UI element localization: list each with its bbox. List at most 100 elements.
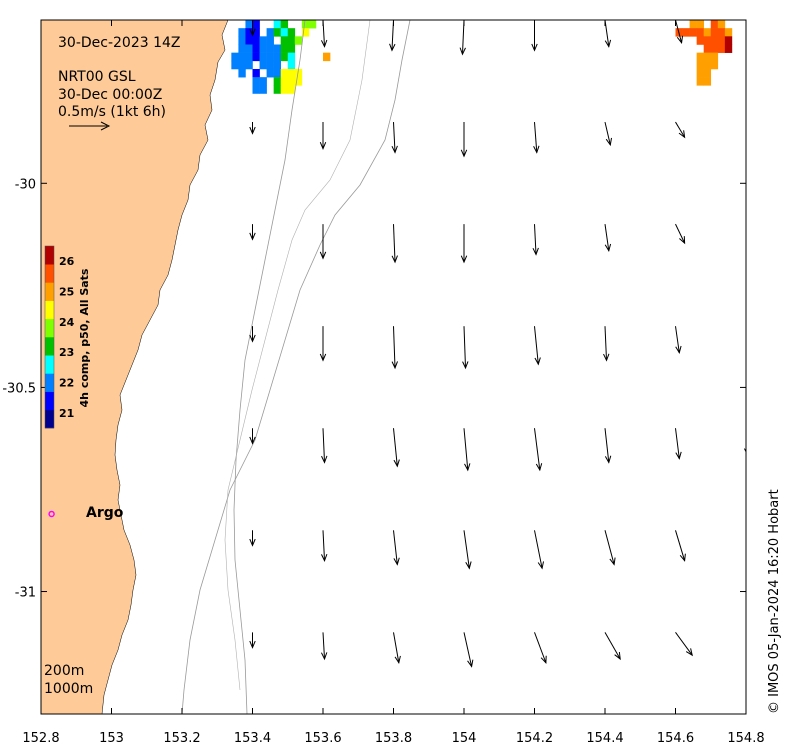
current-arrow <box>745 20 746 22</box>
sst-cell <box>724 28 733 37</box>
current-arrow <box>249 326 256 343</box>
y-tick-label: -31 <box>15 586 36 601</box>
sst-cell <box>252 28 260 37</box>
sst-cell <box>245 28 253 37</box>
colorbar-outline <box>44 245 55 429</box>
sst-cell <box>294 77 303 86</box>
current-vectors <box>249 20 746 668</box>
x-axis: 152.8 153 153.2 153.4 153.6 153.8 154 154.2 154.… <box>22 20 765 746</box>
y-tick-label: -30.5 <box>2 381 36 396</box>
colorbar-segment <box>45 264 54 283</box>
sst-cell <box>710 36 719 45</box>
sst-cell <box>238 68 246 78</box>
sst-cell <box>273 85 281 94</box>
current-arrow <box>675 20 684 45</box>
colorbar-segment <box>45 282 54 301</box>
sst-cell <box>266 68 274 78</box>
current-arrow <box>604 121 613 147</box>
current-arrow <box>675 223 686 245</box>
sst-cell <box>696 36 704 45</box>
current-arrow <box>745 632 746 634</box>
current-arrow <box>391 224 398 264</box>
current-arrow <box>534 428 543 472</box>
colorbar-tick-label: 22 <box>59 377 74 390</box>
colorbar-tick-label: 23 <box>59 346 74 359</box>
x-tick-label: 152.8 <box>22 731 59 746</box>
current-arrow <box>249 122 256 135</box>
current-arrow <box>743 428 746 453</box>
current-arrow <box>532 224 539 256</box>
current-arrow <box>745 224 746 225</box>
sst-cell <box>259 52 267 62</box>
colorbar-segment <box>45 391 54 411</box>
sst-cell <box>703 68 712 78</box>
sst-cell <box>280 44 289 53</box>
scale-arrow <box>69 121 111 131</box>
contour-label-1000m: 1000m <box>44 681 93 697</box>
current-arrow <box>391 122 398 154</box>
current-arrow <box>603 326 610 362</box>
sst-cell <box>245 20 253 29</box>
sst-cell <box>724 36 733 45</box>
colorbar-tick-label: 21 <box>59 407 74 420</box>
current-arrow <box>319 326 327 362</box>
sst-cell <box>259 60 267 70</box>
sst-cell <box>245 52 253 62</box>
sst-cell <box>696 20 704 29</box>
colorbar-tick-label: 25 <box>59 286 74 299</box>
sst-cell <box>280 52 289 62</box>
sst-cell <box>259 77 267 86</box>
sst-cell <box>294 68 303 78</box>
current-arrow <box>391 326 398 370</box>
current-arrow <box>463 428 471 472</box>
x-tick-label: 154.4 <box>586 731 623 746</box>
sst-cell <box>287 77 296 86</box>
sst-cell <box>287 28 296 37</box>
sst-cell <box>266 36 274 45</box>
sst-cell <box>703 28 712 37</box>
current-arrow <box>319 122 327 150</box>
sst-cell <box>682 28 690 37</box>
y-tick-label: -30 <box>15 177 36 192</box>
sst-cell <box>710 52 719 62</box>
current-arrow <box>249 632 256 649</box>
colorbar-segment <box>45 355 54 374</box>
sst-cell <box>287 85 296 94</box>
current-arrow <box>675 632 693 657</box>
sst-cell <box>252 77 260 86</box>
argo-label: Argo <box>86 505 124 521</box>
colorbar-title: 4h comp, p50, All Sats <box>78 268 91 407</box>
sst-cell <box>703 77 712 86</box>
current-arrow <box>321 530 328 562</box>
sst-cell <box>703 52 712 62</box>
current-arrow <box>604 20 612 48</box>
sst-cell <box>259 44 267 53</box>
colorbar-tick-label: 24 <box>59 316 75 329</box>
sst-cell <box>301 20 310 29</box>
sst-cell <box>294 36 303 45</box>
sst-cell <box>717 20 726 29</box>
sst-cell <box>280 28 289 37</box>
sst-cell <box>252 85 260 94</box>
sst-cell <box>287 44 296 53</box>
sst-cell <box>717 28 726 37</box>
current-arrow <box>463 530 472 570</box>
current-arrow <box>534 632 547 664</box>
contour-label-200m: 200m <box>44 663 84 679</box>
current-arrow <box>675 326 682 355</box>
sst-cell <box>696 68 704 78</box>
sst-cell <box>724 44 733 53</box>
sst-cell <box>717 36 726 45</box>
sst-cell <box>710 28 719 37</box>
sst-cell <box>266 28 274 37</box>
sst-layer <box>231 20 733 94</box>
sst-cell <box>252 36 260 45</box>
sst-cell <box>710 44 719 53</box>
colorbar-segment <box>45 300 54 320</box>
sst-cell <box>252 20 260 29</box>
sst-cell <box>710 60 719 70</box>
sst-cell <box>238 28 246 37</box>
sst-cell <box>273 60 281 70</box>
current-arrow <box>533 122 540 154</box>
